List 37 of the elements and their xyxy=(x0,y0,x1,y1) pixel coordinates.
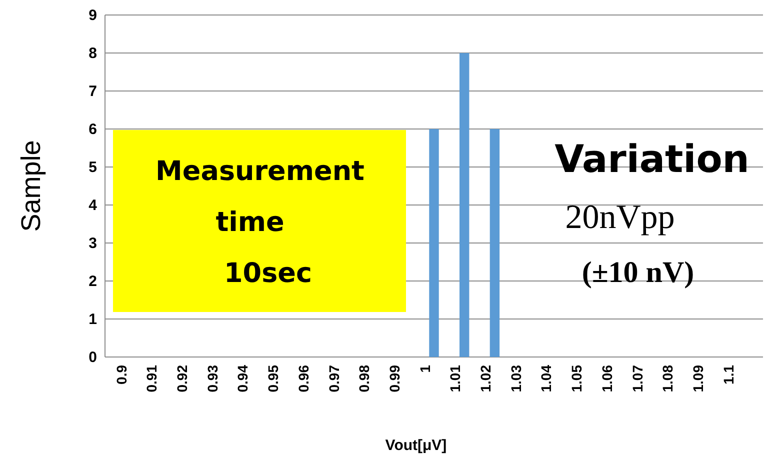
annotation: 20nVpp xyxy=(565,199,675,236)
x-tick-label: 0.92 xyxy=(174,364,190,392)
x-tick-label: 0.99 xyxy=(386,364,402,392)
x-tick-label: 1.03 xyxy=(508,364,524,392)
y-tick-label: 8 xyxy=(88,44,97,62)
x-tick-label: 1 xyxy=(416,364,433,373)
y-tick-label: 5 xyxy=(88,158,97,176)
y-tick-label: 0 xyxy=(88,348,97,366)
x-tick-label: 0.9 xyxy=(113,364,130,384)
x-tick-label: 0.96 xyxy=(295,364,312,392)
x-tick-label: 1.06 xyxy=(598,364,615,392)
y-tick-label: 7 xyxy=(88,82,97,100)
y-tick-label: 1 xyxy=(88,310,97,328)
y-axis-title: Sample xyxy=(16,140,46,232)
y-tick-label: 2 xyxy=(88,272,97,290)
x-tick-label: 0.93 xyxy=(204,364,220,392)
y-tick-label: 6 xyxy=(88,120,97,138)
y-tick-label: 9 xyxy=(88,6,97,24)
x-tick-label: 0.91 xyxy=(144,364,160,392)
x-tick-label: 1.04 xyxy=(538,364,554,392)
annotation: Variation xyxy=(554,137,750,181)
x-tick-label: 0.97 xyxy=(326,364,342,392)
x-tick-label: 0.98 xyxy=(356,364,372,392)
x-tick-label: 1.07 xyxy=(629,364,646,392)
x-axis-title: Vout[μV] xyxy=(385,437,447,454)
x-tick-label: 1.02 xyxy=(478,364,494,392)
y-tick-label: 4 xyxy=(88,196,98,214)
x-tick-label: 1.1 xyxy=(720,364,736,384)
x-tick-label: 0.94 xyxy=(234,364,251,392)
y-tick-label: 3 xyxy=(88,234,97,252)
x-tick-label: 0.95 xyxy=(265,364,282,392)
x-tick-label: 1.01 xyxy=(447,364,464,392)
annotation: Measurement time 10sec xyxy=(156,156,365,289)
x-tick-label: 1.08 xyxy=(660,364,676,392)
x-tick-label: 1.05 xyxy=(568,364,585,392)
annotation: (±10 nV) xyxy=(582,256,694,289)
x-tick-label: 1.09 xyxy=(690,364,706,392)
